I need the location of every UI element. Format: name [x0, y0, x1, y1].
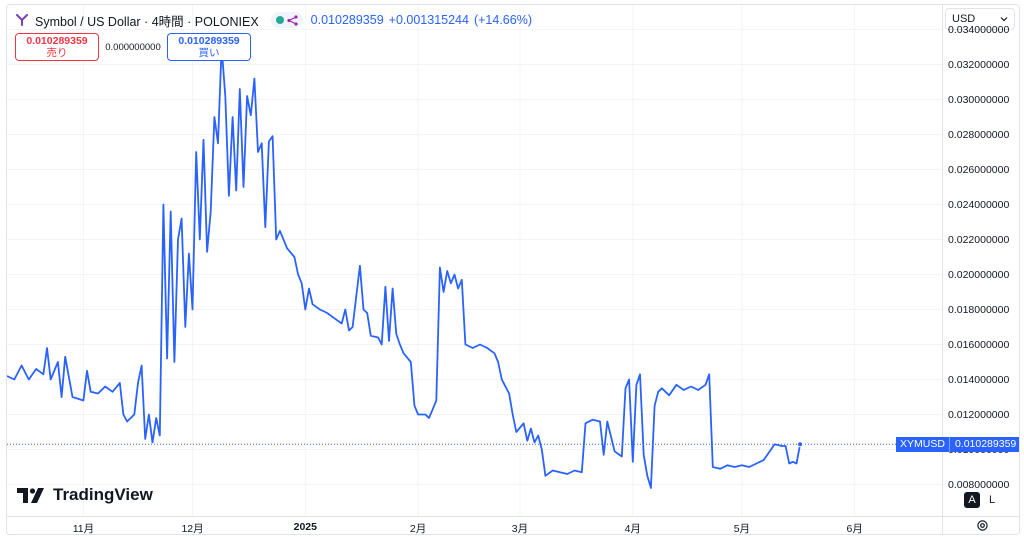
x-tick-label: 5月	[733, 523, 751, 535]
log-scale-button[interactable]: L	[988, 494, 996, 506]
x-tick-label: 3月	[511, 523, 529, 535]
last-price-tag: XYMUSD 0.010289359	[896, 436, 1019, 452]
market-open-dot-icon	[275, 16, 284, 24]
x-tick-label: 11月	[72, 523, 95, 535]
share-icon[interactable]	[287, 14, 298, 26]
buy-button[interactable]: 0.010289359 買い	[167, 33, 251, 61]
y-tick-label: 0.030000000	[948, 93, 1010, 106]
trade-buttons: 0.010289359 売り 0.000000000 0.010289359 買…	[15, 33, 251, 61]
currency-select[interactable]: USD	[945, 8, 1015, 30]
logo-text: TradingView	[53, 485, 153, 504]
x-tick-label: 2025	[293, 521, 317, 533]
header-change: +0.001315244	[388, 13, 469, 27]
price-line-series[interactable]	[7, 46, 801, 489]
header-change-pct: (+14.66%)	[473, 13, 532, 27]
y-tick-label: 0.014000000	[948, 373, 1010, 386]
currency-value: USD	[952, 13, 976, 25]
y-tick-label: 0.016000000	[948, 338, 1010, 351]
sell-value: 0.010289359	[26, 35, 88, 47]
last-price-symbol: XYMUSD	[896, 436, 949, 452]
symbol-logo-icon	[15, 13, 29, 27]
y-tick-label: 0.032000000	[948, 58, 1010, 71]
last-price-point	[797, 441, 804, 448]
y-tick-label: 0.024000000	[948, 198, 1010, 211]
price-chart[interactable]	[7, 5, 1020, 535]
sell-label: 売り	[46, 47, 68, 59]
tradingview-logo[interactable]: TradingView	[17, 485, 153, 505]
y-tick-label: 0.022000000	[948, 233, 1010, 246]
chevron-down-icon	[1000, 13, 1008, 25]
y-tick-label: 0.018000000	[948, 303, 1010, 316]
sell-button[interactable]: 0.010289359 売り	[15, 33, 99, 61]
y-tick-label: 0.008000000	[948, 478, 1010, 491]
tradingview-logo-icon	[17, 487, 44, 503]
x-tick-label: 4月	[624, 523, 641, 535]
chart-widget: Symbol / US Dollar · 4時間 · POLONIEX 0.01…	[6, 4, 1020, 535]
last-price-value: 0.010289359	[948, 436, 1019, 452]
status-pill[interactable]	[270, 12, 303, 28]
auto-scale-button[interactable]: A	[964, 492, 980, 508]
x-tick-label: 12月	[181, 523, 204, 535]
price-axis-divider	[942, 5, 943, 534]
settings-gear-icon[interactable]	[976, 519, 989, 534]
time-axis-divider	[7, 516, 1019, 517]
y-tick-label: 0.026000000	[948, 163, 1010, 176]
symbol-header: Symbol / US Dollar · 4時間 · POLONIEX 0.01…	[15, 10, 537, 30]
y-tick-label: 0.028000000	[948, 128, 1010, 141]
y-tick-label: 0.034000000	[948, 23, 1010, 36]
x-tick-label: 2月	[409, 523, 427, 535]
spread-value: 0.000000000	[105, 41, 161, 53]
x-tick-label: 6月	[846, 523, 863, 535]
header-last-price: 0.010289359	[310, 13, 384, 27]
buy-value: 0.010289359	[178, 35, 240, 47]
y-tick-label: 0.020000000	[948, 268, 1010, 281]
symbol-title[interactable]: Symbol / US Dollar · 4時間 · POLONIEX	[35, 14, 259, 29]
y-tick-label: 0.012000000	[948, 408, 1010, 421]
buy-label: 買い	[198, 47, 220, 59]
